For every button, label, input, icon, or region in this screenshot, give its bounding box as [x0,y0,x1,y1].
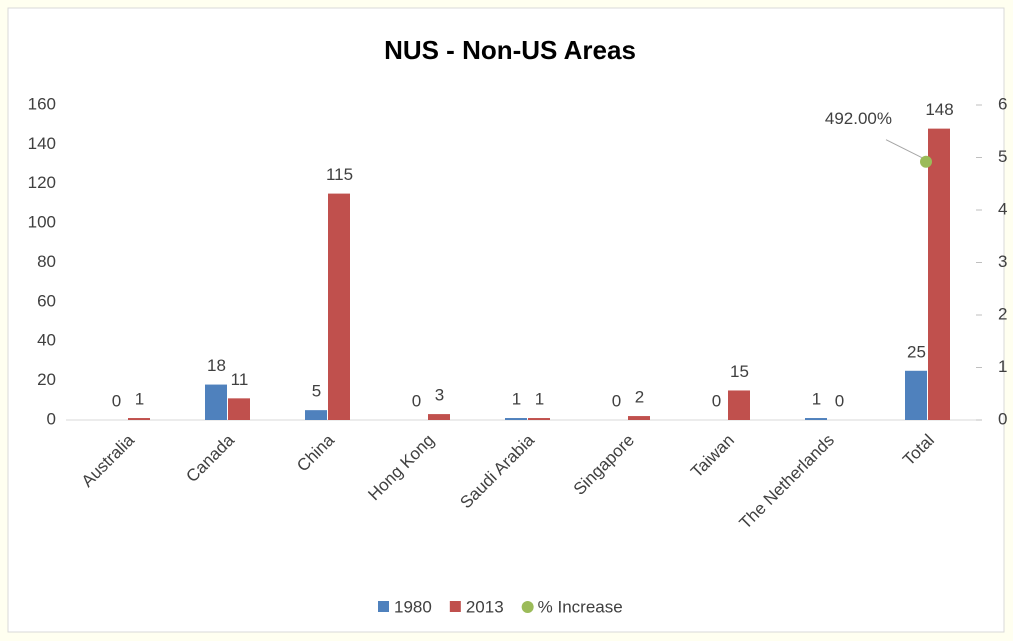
y-tick-label: 100 [28,213,56,232]
bar-label: 5 [312,382,321,401]
bar-label: 15 [730,362,749,381]
y2-tick-label: 5 [998,147,1007,166]
bar-label: 0 [612,391,621,410]
chart-area [7,7,1005,633]
y-tick-label: 40 [37,331,56,350]
bar-label: 1 [512,390,521,409]
bar [928,128,950,420]
legend-swatch [449,601,461,612]
bar-label: 0 [412,391,421,410]
bar [505,418,527,420]
bar [528,418,550,420]
y-tick-label: 60 [37,291,56,310]
bar-label: 148 [925,100,953,119]
bar-label: 11 [231,370,249,389]
bar-label: 0 [835,391,844,410]
bar [805,418,827,420]
bar-label: 115 [326,165,353,184]
bar [328,193,350,420]
bar-label: 1 [135,390,144,409]
point-label: 492.00% [825,109,892,128]
y-tick-label: 80 [37,252,56,271]
point [920,155,932,168]
leader-line [885,139,923,159]
legend-label: % Increase [538,597,623,616]
y2-tick-label: 0 [998,409,1007,428]
bar [128,418,150,420]
y2-tick-label: 3 [998,252,1007,271]
bar-label: 1 [812,390,821,409]
y-tick-label: 0 [47,409,56,428]
bar [628,416,650,420]
chart-title: NUS - Non-US Areas [384,35,636,65]
y-tick-label: 120 [28,173,56,192]
bar [305,410,327,420]
bar-label: 18 [207,356,226,375]
bar [728,390,750,420]
bar-label: 2 [635,388,644,407]
y-tick-label: 160 [28,94,56,113]
bar-label: 25 [907,342,926,361]
bar [205,384,227,420]
y2-tick-label: 2 [998,304,1007,323]
y-tick-label: 140 [28,134,56,153]
bar-label: 0 [112,391,121,410]
y2-tick-label: 6 [998,94,1007,113]
y-tick-label: 20 [37,370,56,389]
y2-tick-label: 4 [998,199,1007,218]
legend-swatch [378,601,389,612]
bar-label: 3 [435,386,444,405]
bar-label: 1 [535,390,544,409]
y2-tick-label: 1 [998,357,1007,376]
legend-label: 2013 [466,597,504,616]
bar [428,414,450,420]
legend-swatch [521,601,534,613]
bar [228,398,250,420]
legend-label: 1980 [394,597,432,616]
bar [905,370,927,420]
bar-label: 0 [712,391,721,410]
